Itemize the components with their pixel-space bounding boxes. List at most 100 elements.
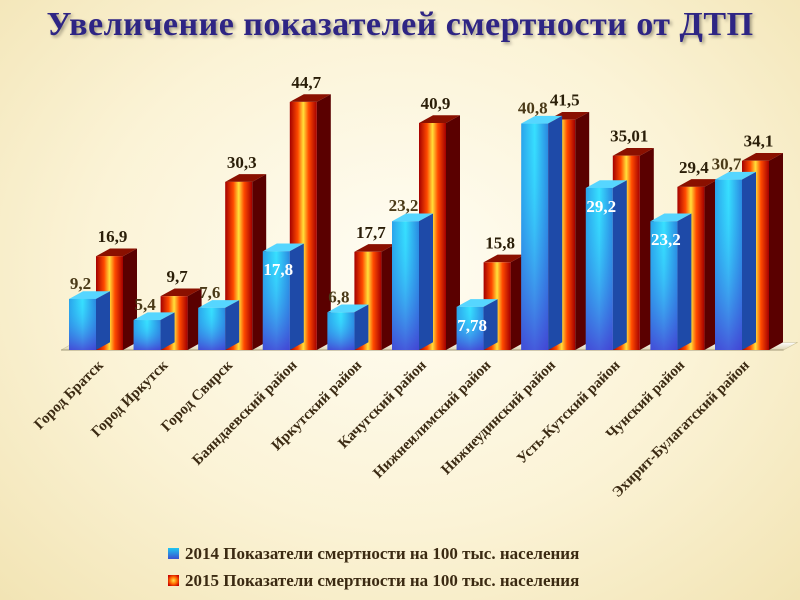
bar-2014-3-top xyxy=(262,243,304,252)
bar-2015-1-top xyxy=(160,288,202,297)
bar-2014-2-shade xyxy=(198,307,226,350)
bar-2014-2-top xyxy=(198,300,240,308)
data-label-2015-0: 16,9 xyxy=(98,227,128,246)
bar-2014-5-top xyxy=(392,213,433,222)
bar-2014-0 xyxy=(69,291,110,350)
bar-2015-1-side xyxy=(187,288,202,350)
bar-2014-1-side xyxy=(160,312,175,350)
bar-2014-0-shade xyxy=(69,298,96,350)
data-label-2015-2: 30,3 xyxy=(227,153,257,172)
bar-2014-7 xyxy=(521,115,563,350)
bar-2014-5-shade xyxy=(392,221,419,350)
bar-2014-6-top xyxy=(456,299,498,307)
legend-swatch-2015 xyxy=(168,575,179,586)
bar-2014-9-side xyxy=(677,213,692,350)
legend: 2014 Показатели смертности на 100 тыс. н… xyxy=(168,540,579,594)
data-label-2014-2: 7,6 xyxy=(199,283,220,302)
bar-2014-8-shade xyxy=(585,187,613,350)
legend-label-2015: 2015 Показатели смертности на 100 тыс. н… xyxy=(185,570,580,590)
bar-2014-1-shade xyxy=(133,320,161,350)
data-label-2015-8: 35,01 xyxy=(610,127,648,146)
data-label-2015-9: 29,4 xyxy=(679,158,709,177)
legend-swatch-2014 xyxy=(168,548,179,559)
data-label-2014-5: 23,2 xyxy=(389,196,419,215)
bar-2014-2-side xyxy=(225,300,240,350)
bar-2014-1-top xyxy=(133,312,175,321)
bar-2014-10 xyxy=(715,171,756,350)
bar-2015-10-side xyxy=(769,153,783,350)
x-tick-label-7: Нижнеудинский район xyxy=(438,357,559,478)
bar-2015-2-side xyxy=(252,174,267,350)
bar-2015-7-side xyxy=(575,111,590,350)
bar-2015-9-top xyxy=(677,179,719,187)
bar-2014-4 xyxy=(327,304,369,350)
bar-2015-3-top xyxy=(289,94,331,102)
bar-2015-6-top xyxy=(483,254,525,263)
bar-2015-4-top xyxy=(354,244,396,252)
bar-2014-8-side xyxy=(612,180,627,350)
bar-2014-3 xyxy=(262,243,304,350)
data-label-2014-9: 23,2 xyxy=(651,230,681,249)
data-label-2014-3: 17,8 xyxy=(263,260,293,279)
x-tick-label-6: Нижнеилимский район xyxy=(370,357,494,481)
bar-2014-3-side xyxy=(289,243,304,350)
chart-title: Увеличение показателей смертности от ДТП xyxy=(46,6,754,43)
bar-2014-9-shade xyxy=(650,221,678,350)
bar-2014-7-top xyxy=(521,115,563,124)
data-label-2014-6: 7,78 xyxy=(457,316,487,335)
data-label-2015-10: 34,1 xyxy=(744,132,774,151)
bar-2014-4-top xyxy=(327,304,369,313)
data-label-2014-4: 6,8 xyxy=(328,287,349,306)
data-label-2014-8: 29,2 xyxy=(586,197,616,216)
legend-item-2015: 2015 Показатели смертности на 100 тыс. н… xyxy=(168,567,579,594)
bar-2014-0-top xyxy=(69,291,110,299)
bar-2014-5-side xyxy=(419,213,433,350)
bar-2014-1 xyxy=(133,312,175,350)
bar-2015-0-side xyxy=(123,248,137,350)
data-label-2015-1: 9,7 xyxy=(166,267,188,286)
bar-2014-9 xyxy=(650,213,692,350)
bar-2014-8 xyxy=(585,180,627,350)
bar-2014-3-shade xyxy=(262,251,290,350)
bar-2014-2 xyxy=(198,300,240,350)
bar-2014-7-side xyxy=(548,115,563,350)
data-label-2015-4: 17,7 xyxy=(356,223,386,242)
legend-item-2014: 2014 Показатели смертности на 100 тыс. н… xyxy=(168,540,579,567)
data-label-2014-1: 5,4 xyxy=(134,295,156,314)
data-label-2014-7: 40,8 xyxy=(518,99,548,118)
bar-2015-8-top xyxy=(612,147,654,156)
bar-2014-0-side xyxy=(96,291,110,350)
bar-2014-10-side xyxy=(742,171,756,350)
bar-2015-5-side xyxy=(446,115,460,351)
bar-2014-7-shade xyxy=(521,123,549,350)
bar-2014-8-top xyxy=(585,180,627,188)
data-label-2015-7: 41,5 xyxy=(550,91,580,110)
bar-2014-4-side xyxy=(354,304,369,350)
x-tick-label-3: Баяндаевский район xyxy=(189,357,300,468)
data-label-2014-0: 9,2 xyxy=(70,274,91,293)
x-tick-label-10: Эхирит-Булагатский район xyxy=(610,357,754,501)
data-label-2015-5: 40,9 xyxy=(421,94,451,113)
data-label-2015-6: 15,8 xyxy=(485,233,515,252)
bar-chart: 9,216,95,49,77,630,317,844,76,817,723,24… xyxy=(31,73,798,501)
bar-2015-5-top xyxy=(419,115,460,124)
bar-2014-9-top xyxy=(650,213,692,222)
bar-2014-10-shade xyxy=(715,179,742,350)
bar-2015-6-side xyxy=(510,254,525,350)
bar-2015-0-top xyxy=(96,248,137,257)
legend-label-2014: 2014 Показатели смертности на 100 тыс. н… xyxy=(185,543,580,563)
bar-2014-5 xyxy=(392,213,433,350)
data-label-2014-10: 30,7 xyxy=(712,155,742,174)
data-label-2015-3: 44,7 xyxy=(291,73,321,92)
bar-2014-6-shade xyxy=(456,306,484,350)
bar-2014-6 xyxy=(456,299,498,350)
bar-2015-9-side xyxy=(704,179,719,350)
bar-2015-4-side xyxy=(381,244,396,350)
bar-2015-8-side xyxy=(639,147,654,350)
bar-2015-3-side xyxy=(316,94,331,350)
bar-2015-2-top xyxy=(225,174,267,182)
bar-2014-10-top xyxy=(715,171,756,180)
bar-2015-10-top xyxy=(742,153,783,161)
bar-2014-4-shade xyxy=(327,312,355,350)
bar-2014-6-side xyxy=(483,299,498,350)
